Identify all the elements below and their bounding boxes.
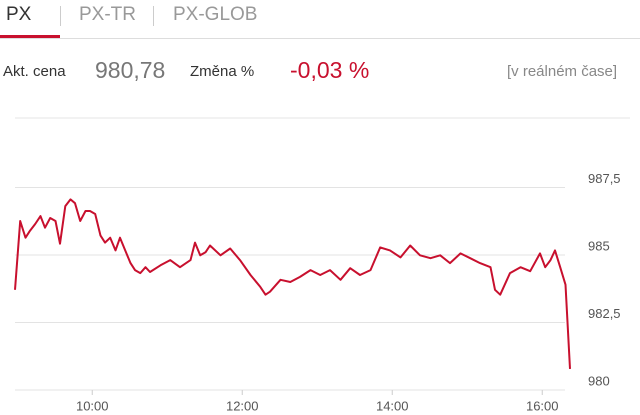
active-underline <box>0 35 60 38</box>
y-tick-label: 985 <box>588 238 610 253</box>
change: -0,03 % <box>290 57 370 83</box>
x-tick-label: 10:00 <box>76 398 109 413</box>
x-tick-label: 16:00 <box>526 398 559 413</box>
y-tick-label: 987,5 <box>588 171 621 186</box>
price: 980,78 <box>95 57 166 83</box>
x-tick-label: 12:00 <box>226 398 259 413</box>
tab-separator <box>153 6 154 26</box>
y-tick-label: 982,5 <box>588 306 621 321</box>
realtime-note: [v reálném čase] <box>507 63 618 80</box>
price-label: Akt. cena <box>3 63 66 80</box>
tab[interactable]: PX-GLOB <box>173 4 258 25</box>
tab-separator <box>60 6 61 26</box>
tab[interactable]: PX <box>6 4 32 25</box>
tab[interactable]: PX-TR <box>79 4 136 25</box>
price-line <box>14 198 571 369</box>
x-tick-label: 14:00 <box>376 398 409 413</box>
tab-bar: PX PX-TR PX-GLOB <box>0 0 640 39</box>
y-tick-label: 980 <box>588 373 610 388</box>
change-label: Změna % <box>190 63 255 80</box>
